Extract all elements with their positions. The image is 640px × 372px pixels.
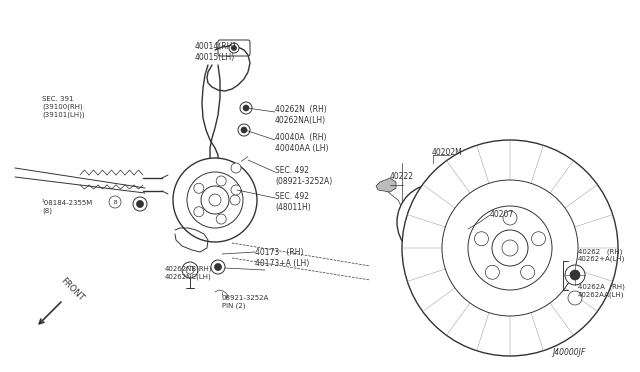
Circle shape bbox=[186, 266, 194, 274]
Circle shape bbox=[532, 232, 545, 246]
Circle shape bbox=[402, 140, 618, 356]
Circle shape bbox=[232, 45, 237, 51]
Circle shape bbox=[231, 163, 241, 173]
Text: 40262A  (RH)
40262AA(LH): 40262A (RH) 40262AA(LH) bbox=[578, 283, 625, 298]
Circle shape bbox=[243, 105, 249, 111]
Circle shape bbox=[431, 234, 440, 244]
Circle shape bbox=[568, 291, 582, 305]
Text: SEC. 391
(39100(RH)
(39101(LH)): SEC. 391 (39100(RH) (39101(LH)) bbox=[42, 96, 84, 118]
Text: 40202M: 40202M bbox=[432, 148, 463, 157]
Circle shape bbox=[136, 201, 143, 208]
Circle shape bbox=[209, 194, 221, 206]
Circle shape bbox=[133, 197, 147, 211]
Text: 40014(RH)
40015(LH): 40014(RH) 40015(LH) bbox=[195, 42, 236, 62]
Circle shape bbox=[474, 232, 488, 246]
Text: SEC. 492
(08921-3252A): SEC. 492 (08921-3252A) bbox=[275, 166, 332, 186]
Circle shape bbox=[229, 43, 239, 53]
Circle shape bbox=[423, 210, 447, 234]
Circle shape bbox=[420, 204, 429, 213]
Text: 40207: 40207 bbox=[490, 210, 515, 219]
Circle shape bbox=[216, 176, 226, 186]
Circle shape bbox=[411, 198, 459, 246]
Circle shape bbox=[182, 262, 198, 278]
Circle shape bbox=[565, 265, 585, 285]
Text: 40262NB(RH)
40262NC(LH): 40262NB(RH) 40262NC(LH) bbox=[165, 266, 212, 280]
Text: 40262   (RH)
40262+A(LH): 40262 (RH) 40262+A(LH) bbox=[578, 248, 625, 263]
Circle shape bbox=[468, 206, 552, 290]
Circle shape bbox=[440, 204, 449, 213]
Circle shape bbox=[414, 223, 423, 232]
Polygon shape bbox=[376, 178, 396, 192]
Circle shape bbox=[211, 260, 225, 274]
Circle shape bbox=[230, 195, 240, 205]
Text: B: B bbox=[113, 199, 117, 205]
Circle shape bbox=[570, 270, 580, 280]
Circle shape bbox=[173, 158, 257, 242]
Circle shape bbox=[447, 223, 456, 232]
Circle shape bbox=[201, 186, 229, 214]
Circle shape bbox=[503, 211, 517, 225]
Text: FRONT: FRONT bbox=[59, 276, 85, 302]
Circle shape bbox=[216, 214, 226, 224]
Circle shape bbox=[240, 102, 252, 114]
Circle shape bbox=[485, 265, 499, 279]
Circle shape bbox=[214, 263, 221, 270]
Circle shape bbox=[492, 230, 528, 266]
Circle shape bbox=[231, 185, 241, 195]
Text: 40173   (RH)
40173+A (LH): 40173 (RH) 40173+A (LH) bbox=[255, 248, 309, 268]
Circle shape bbox=[187, 172, 243, 228]
Circle shape bbox=[238, 124, 250, 136]
Circle shape bbox=[442, 180, 578, 316]
Text: 08921-3252A
PIN (2): 08921-3252A PIN (2) bbox=[222, 295, 269, 309]
Circle shape bbox=[520, 265, 534, 279]
Text: J40000JF: J40000JF bbox=[552, 348, 585, 357]
Text: 40040A  (RH)
40040AA (LH): 40040A (RH) 40040AA (LH) bbox=[275, 133, 328, 153]
Text: ¹08184-2355M
(8): ¹08184-2355M (8) bbox=[42, 200, 93, 214]
Circle shape bbox=[430, 217, 440, 227]
Circle shape bbox=[194, 207, 204, 217]
Circle shape bbox=[502, 240, 518, 256]
Text: 40262N  (RH)
40262NA(LH): 40262N (RH) 40262NA(LH) bbox=[275, 105, 327, 125]
Text: SEC. 492
(48011H): SEC. 492 (48011H) bbox=[275, 192, 311, 212]
Circle shape bbox=[241, 127, 247, 133]
Text: 40222: 40222 bbox=[390, 172, 414, 181]
Circle shape bbox=[109, 196, 121, 208]
Circle shape bbox=[397, 184, 473, 260]
Circle shape bbox=[194, 183, 204, 193]
